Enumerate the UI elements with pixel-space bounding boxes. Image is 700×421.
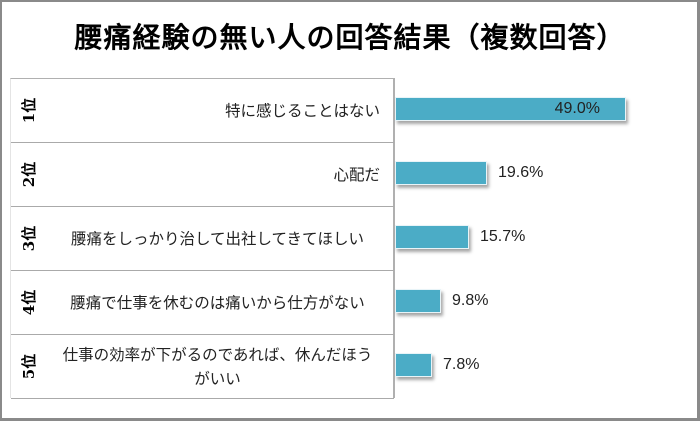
bar-5 (395, 353, 432, 377)
bar-3 (395, 225, 469, 249)
category-label: 特に感じることはない (224, 101, 380, 120)
value-label: 49.0% (554, 100, 600, 117)
rank-cell: 4位 (11, 271, 47, 334)
bar-1 (395, 97, 626, 121)
table-row-4: 4位 腰痛で仕事を休むのは痛いから仕方がない (11, 271, 394, 335)
bar-4 (395, 289, 441, 313)
value-label: 19.6% (498, 164, 544, 181)
category-label: 仕事の効率が下がるのであれば、休んだほうがいい (62, 345, 373, 388)
rank-cell: 1位 (11, 79, 47, 142)
chart-title: 腰痛経験の無い人の回答結果（複数回答） (74, 21, 626, 54)
category-table: 1位 特に感じることはない 2位 心配だ 3位 腰痛をしっかり治して出社してきて… (10, 78, 394, 399)
value-label: 7.8% (443, 356, 480, 373)
value-label: 9.8% (452, 292, 489, 309)
table-row-2: 2位 心配だ (11, 143, 394, 207)
rank-label: 4位 (20, 289, 39, 316)
table-row-3: 3位 腰痛をしっかり治して出社してきてほしい (11, 207, 394, 271)
rank-cell: 2位 (11, 143, 47, 206)
category-label: 腰痛で仕事を休むのは痛いから仕方がない (70, 293, 365, 312)
category-axis-line (394, 78, 395, 398)
rank-cell: 5位 (11, 335, 47, 398)
rank-label: 1位 (20, 97, 39, 124)
table-row-5: 5位 仕事の効率が下がるのであれば、休んだほうがいい (11, 335, 394, 399)
table-row-1: 1位 特に感じることはない (11, 79, 394, 143)
rank-label: 2位 (20, 161, 39, 188)
rank-label: 5位 (20, 353, 39, 380)
rank-cell: 3位 (11, 207, 47, 270)
rank-label: 3位 (20, 225, 39, 252)
value-label: 15.7% (480, 228, 526, 245)
bar-2 (395, 161, 487, 185)
category-label: 心配だ (333, 165, 380, 184)
category-label: 腰痛をしっかり治して出社してきてほしい (70, 229, 365, 248)
